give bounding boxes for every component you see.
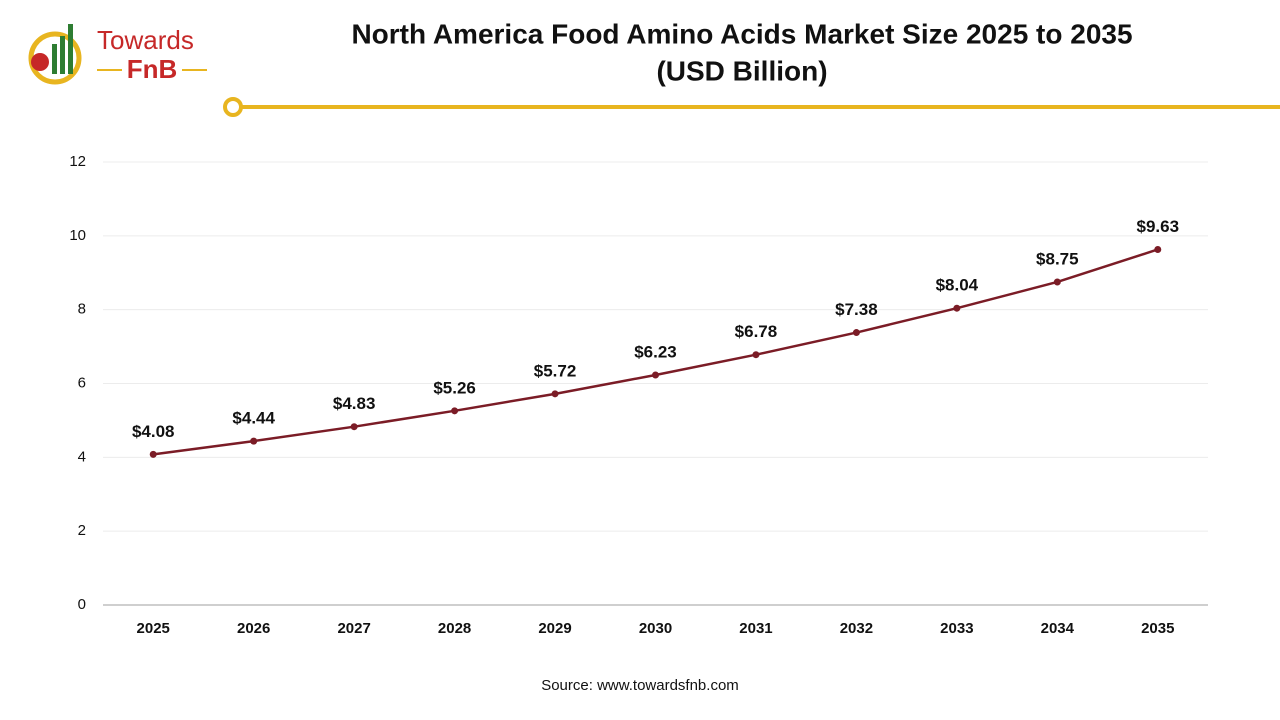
- data-label: $5.26: [433, 378, 476, 397]
- point: [451, 407, 459, 415]
- x-tick-label: 2029: [538, 620, 571, 637]
- x-tick-label: 2025: [137, 620, 170, 637]
- source: Source: www.towardsfnb.com: [541, 677, 739, 694]
- x-tick-label: 2034: [1041, 620, 1075, 637]
- point: [652, 371, 659, 379]
- logo: Towards FnB: [28, 24, 207, 85]
- point: [953, 304, 961, 312]
- point: [250, 437, 258, 445]
- data-label: $4.83: [333, 394, 376, 413]
- y-tick-label: 0: [78, 596, 86, 613]
- x-tick-label: 2033: [940, 620, 973, 637]
- data-label: $7.38: [835, 300, 878, 319]
- data-label: $6.78: [735, 322, 778, 341]
- logo-dot: [31, 53, 49, 71]
- y-tick-label: 2: [78, 522, 86, 539]
- data-label: $4.44: [232, 409, 275, 428]
- data-label: $8.04: [936, 276, 979, 295]
- y-tick-label: 4: [78, 448, 86, 465]
- data-label: $5.72: [534, 361, 577, 380]
- logo-ring: [28, 31, 82, 85]
- y-tick-label: 10: [69, 227, 86, 244]
- point: [1053, 278, 1061, 286]
- x-tick-label: 2026: [237, 620, 270, 637]
- data-label: $9.63: [1136, 217, 1179, 236]
- point: [852, 329, 860, 337]
- data-label: $4.08: [132, 422, 175, 441]
- logo-bar: [68, 24, 73, 74]
- y-tick-label: 6: [78, 374, 86, 391]
- x-tick-label: 2027: [337, 620, 370, 637]
- data-label: $6.23: [634, 342, 677, 361]
- chart-subtitle: (USD Billion): [656, 55, 827, 86]
- x-tick-label: 2028: [438, 620, 471, 637]
- y-tick-label: 12: [69, 153, 86, 170]
- chart-title: North America Food Amino Acids Market Si…: [351, 18, 1132, 49]
- data-label: $8.75: [1036, 249, 1079, 268]
- point: [350, 423, 358, 431]
- logo-bar: [60, 36, 65, 74]
- y-tick-label: 8: [78, 301, 86, 318]
- logo-text: FnB: [127, 54, 178, 84]
- point: [551, 390, 559, 398]
- logo-bar: [52, 44, 57, 74]
- header-dot: [223, 97, 243, 117]
- x-tick-label: 2035: [1141, 620, 1174, 637]
- logo-text: Towards: [97, 25, 194, 55]
- x-tick-label: 2030: [639, 620, 672, 637]
- point: [149, 450, 157, 458]
- point: [1154, 245, 1162, 253]
- point: [752, 351, 760, 359]
- x-tick-label: 2031: [739, 620, 772, 637]
- x-tick-label: 2032: [840, 620, 873, 637]
